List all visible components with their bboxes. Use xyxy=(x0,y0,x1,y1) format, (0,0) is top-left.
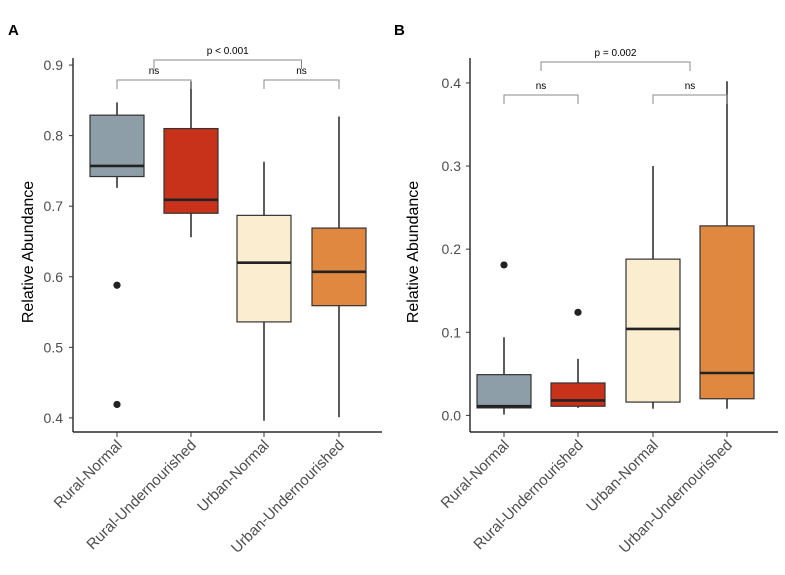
panel-a-x-tick-label: Urban-Normal xyxy=(194,437,273,516)
panel-b-significance-bracket: ns xyxy=(652,81,728,104)
panel-a-y-tick-label: 0.8 xyxy=(44,128,64,144)
significance-label: ns xyxy=(685,81,696,92)
panel-b-y-axis-title: Relative Abundance xyxy=(405,181,422,323)
outlier-point xyxy=(574,308,582,316)
panel-b-y-tick-label: 0.4 xyxy=(442,75,462,91)
panel-a-box-rural-normal xyxy=(89,102,145,409)
significance-label: ns xyxy=(149,66,160,77)
panel-a-significance-bracket: ns xyxy=(116,66,192,89)
iqr-box xyxy=(699,225,755,400)
panel-b-significance-bracket: p = 0.002 xyxy=(540,48,691,71)
panel-b-x-tick-label: Urban-Normal xyxy=(583,437,662,516)
panel-a-box-urban-undernourished xyxy=(311,116,367,418)
significance-label: ns xyxy=(536,81,547,92)
panel-a-y-tick-label: 0.7 xyxy=(44,198,64,214)
outlier-point xyxy=(113,281,121,289)
panel-a-x-tick-label: Rural-Normal xyxy=(51,437,126,512)
panel-b: B Relative Abundance p = 0.002 ns ns 0.0 0.… xyxy=(394,22,778,557)
bracket-line xyxy=(263,79,340,89)
iqr-box xyxy=(89,114,145,178)
iqr-box xyxy=(550,382,606,407)
bracket-line xyxy=(652,94,728,104)
panel-a-y-tick-label: 0.4 xyxy=(44,410,64,426)
significance-label: p = 0.002 xyxy=(595,48,637,59)
bracket-line xyxy=(540,61,691,71)
panel-b-y-tick-label: 0.0 xyxy=(442,407,462,423)
outlier-point xyxy=(113,400,121,409)
panel-a-box-rural-undernourished xyxy=(163,81,219,238)
bracket-line xyxy=(503,94,579,104)
panel-a-significance-bracket: p < 0.001 xyxy=(153,46,302,69)
panel-b-y-tick-label: 0.1 xyxy=(442,324,462,340)
panel-a-y-tick-label: 0.5 xyxy=(44,339,64,355)
panel-b-y-tick-label: 0.2 xyxy=(442,241,462,257)
panel-b-box-rural-normal xyxy=(476,261,532,415)
significance-label: ns xyxy=(296,66,307,77)
bracket-line xyxy=(153,59,302,69)
panel-b-y-tick-label: 0.3 xyxy=(442,158,462,174)
panel-b-box-urban-undernourished xyxy=(699,81,755,409)
panel-a: A Relative Abundance p < 0.001 ns ns 0.4 0.… xyxy=(8,22,382,557)
outlier-point xyxy=(500,261,508,269)
iqr-box xyxy=(311,227,367,307)
panel-b-x-tick-label: Rural-Normal xyxy=(438,437,513,512)
panel-a-significance-bracket: ns xyxy=(263,66,340,89)
panel-a-y-axis-title: Relative Abundance xyxy=(20,181,37,323)
panel-a-box-urban-normal xyxy=(236,161,292,421)
panel-a-y-tick-label: 0.9 xyxy=(44,57,64,73)
panel-a-y-tick-label: 0.6 xyxy=(44,269,64,285)
panel-b-box-rural-undernourished xyxy=(550,308,606,408)
significance-label: p < 0.001 xyxy=(207,46,249,57)
panel-b-box-urban-normal xyxy=(625,166,681,409)
iqr-box xyxy=(625,258,681,403)
panel-a-label: A xyxy=(8,22,19,39)
iqr-box xyxy=(236,214,292,323)
iqr-box xyxy=(476,374,532,409)
panel-b-label: B xyxy=(394,22,405,39)
panel-b-significance-bracket: ns xyxy=(503,81,579,104)
bracket-line xyxy=(116,79,192,89)
